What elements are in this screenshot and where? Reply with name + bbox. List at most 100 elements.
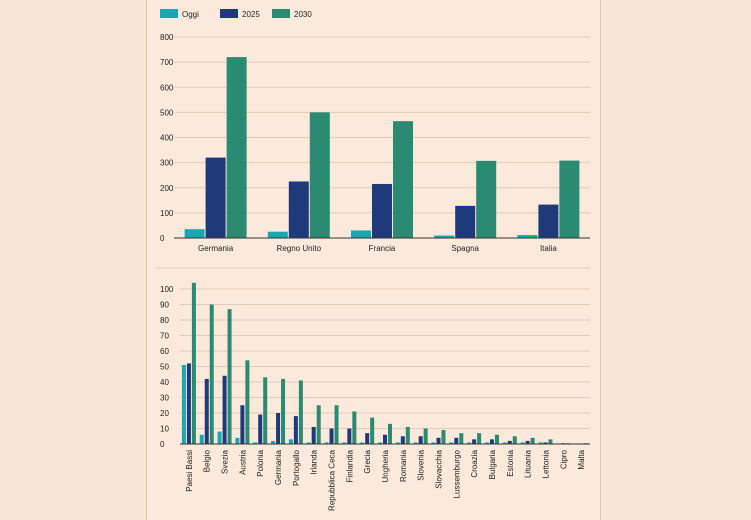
bar-slovenia-2025 xyxy=(418,436,423,444)
legend-swatch-2030 xyxy=(272,9,290,18)
x-tick-label: Austria xyxy=(238,449,247,474)
bar-repubblica-ceca-2025 xyxy=(329,428,334,444)
bar-slovenia-2030 xyxy=(423,428,428,444)
x-tick-label: Croazia xyxy=(470,449,479,477)
bar-regno-unito-2030 xyxy=(309,112,330,238)
x-tick-label: Lettonia xyxy=(541,449,550,478)
x-tick-label: Slovenia xyxy=(417,449,426,480)
y-tick-label: 80 xyxy=(160,316,169,325)
bar-romania-2030 xyxy=(405,426,410,444)
bar-repubblica-ceca-2030 xyxy=(334,405,339,444)
bar-bulgaria-oggi xyxy=(484,442,489,444)
bar-spagna-2030 xyxy=(476,160,497,238)
legend-label-oggi: Oggi xyxy=(182,10,199,19)
bar-svezia-oggi xyxy=(217,431,222,444)
bar-bulgaria-2030 xyxy=(494,434,499,444)
bar-polonia-2025 xyxy=(258,414,263,444)
y-tick-label: 800 xyxy=(160,33,174,42)
bar-austria-2025 xyxy=(240,405,245,444)
bar-portogallo-oggi xyxy=(288,439,293,444)
x-tick-label: Lussemburgo xyxy=(452,449,461,498)
x-tick-label: Romania xyxy=(399,449,408,482)
bar-paesi-bassi-2030 xyxy=(191,282,196,444)
y-tick-label: 20 xyxy=(160,409,169,418)
bar-belgio-2030 xyxy=(209,304,214,444)
x-tick-label: Ungheria xyxy=(381,449,390,482)
bar-slovacchia-2030 xyxy=(441,430,446,444)
bar-portogallo-2030 xyxy=(298,380,303,444)
bar-croazia-2030 xyxy=(477,433,482,444)
x-tick-label: Paesi Bassi xyxy=(185,450,194,492)
bar-portogallo-2025 xyxy=(293,416,298,444)
bar-svezia-2025 xyxy=(222,375,227,444)
bar-francia-2030 xyxy=(393,121,413,238)
x-tick-label: Lituania xyxy=(524,449,533,478)
y-tick-label: 50 xyxy=(160,363,169,372)
y-tick-label: 200 xyxy=(160,184,174,193)
y-tick-label: 60 xyxy=(160,347,169,356)
bar-lituania-2025 xyxy=(525,440,530,444)
x-tick-label: Finlandia xyxy=(345,449,354,482)
bar-spagna-2025 xyxy=(455,205,476,238)
bar-lituania-2030 xyxy=(530,437,535,444)
y-tick-label: 100 xyxy=(160,209,174,218)
x-tick-label: Germania xyxy=(198,244,234,253)
bar-germania-2030 xyxy=(281,378,286,444)
bar-estonia-2030 xyxy=(512,436,517,444)
legend-label-2030: 2030 xyxy=(294,10,312,19)
bar-irlanda-oggi xyxy=(306,442,311,444)
bar-lettonia-2025 xyxy=(543,442,548,444)
x-tick-label: Germania xyxy=(274,449,283,485)
y-tick-label: 70 xyxy=(160,332,169,341)
y-tick-label: 10 xyxy=(160,425,169,434)
bar-irlanda-2025 xyxy=(311,426,316,444)
bar-slovacchia-oggi xyxy=(431,442,436,444)
bar-germania-2025 xyxy=(205,157,226,238)
bar-germania-oggi xyxy=(271,440,276,444)
x-tick-label: Regno Unito xyxy=(277,244,322,253)
y-tick-label: 700 xyxy=(160,58,174,67)
x-tick-label: Portogallo xyxy=(292,449,301,486)
bar-grecia-2030 xyxy=(370,417,375,444)
bar-italia-2030 xyxy=(559,160,580,238)
x-tick-label: Malta xyxy=(577,449,586,469)
bar-austria-2030 xyxy=(245,360,250,444)
x-tick-label: Slovacchia xyxy=(434,449,443,488)
bar-lussemburgo-2030 xyxy=(459,433,464,444)
bar-irlanda-2030 xyxy=(316,405,321,444)
bar-estonia-oggi xyxy=(502,442,507,444)
bar-finlandia-oggi xyxy=(342,442,347,444)
y-tick-label: 300 xyxy=(160,159,174,168)
bar-estonia-2025 xyxy=(507,440,512,444)
bar-ungheria-oggi xyxy=(378,442,382,444)
bar-lituania-oggi xyxy=(520,442,525,444)
x-tick-label: Francia xyxy=(369,244,396,253)
bar-ungheria-2030 xyxy=(388,423,392,444)
bar-germania-2030 xyxy=(226,57,247,238)
bar-slovenia-oggi xyxy=(413,442,418,444)
bar-lussemburgo-2025 xyxy=(454,437,459,444)
bar-grecia-oggi xyxy=(360,442,365,444)
legend-label-2025: 2025 xyxy=(242,10,260,19)
bar-paesi-bassi-2025 xyxy=(186,363,191,444)
bar-germania-oggi xyxy=(184,229,205,238)
bar-spagna-oggi xyxy=(434,235,455,238)
bar-francia-2025 xyxy=(372,183,392,238)
x-tick-label: Svezia xyxy=(221,449,230,474)
bar-ungheria-2025 xyxy=(383,434,387,444)
bar-italia-2025 xyxy=(538,204,559,238)
bar-lussemburgo-oggi xyxy=(449,442,454,444)
legend-swatch-2025 xyxy=(220,9,238,18)
x-tick-label: Spagna xyxy=(451,244,479,253)
y-tick-label: 30 xyxy=(160,394,169,403)
bar-croazia-2025 xyxy=(472,439,477,444)
bar-germania-2025 xyxy=(276,413,281,444)
x-tick-label: Irlanda xyxy=(310,449,319,474)
bar-belgio-2025 xyxy=(204,378,209,444)
y-tick-label: 100 xyxy=(160,285,174,294)
chart-2: 0 10 20 30 40 50 60 70 80 90 100 Paesi Bassi Belgio S… xyxy=(160,282,590,511)
x-tick-label: Bulgaria xyxy=(488,449,497,479)
x-tick-label: Belgio xyxy=(203,449,212,472)
bar-italia-oggi xyxy=(517,234,538,238)
bar-grecia-2025 xyxy=(365,433,370,444)
